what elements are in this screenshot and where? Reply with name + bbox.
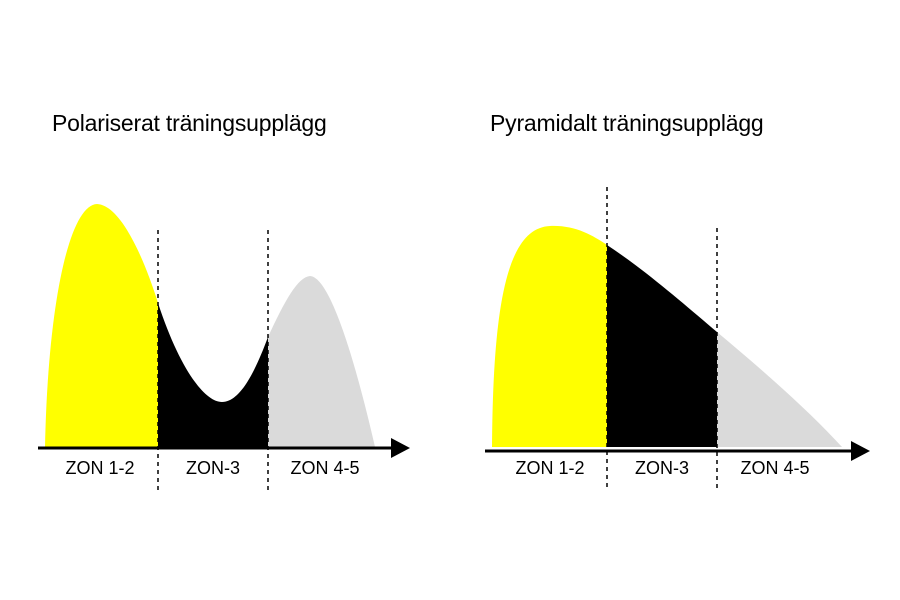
pyramidal-zone-3-label: ZON-3 bbox=[635, 458, 689, 478]
pyramidal-panel: ZON 1-2 ZON-3 ZON 4-5 bbox=[485, 187, 870, 490]
polarized-panel-title: Polariserat träningsupplägg bbox=[52, 110, 327, 136]
polarized-zone-3-label: ZON-3 bbox=[186, 458, 240, 478]
pyramidal-zone-3-area bbox=[607, 245, 717, 447]
polarized-zone-4-5-label: ZON 4-5 bbox=[290, 458, 359, 478]
pyramidal-zone-4-5-area bbox=[717, 332, 842, 447]
polarized-zone-3-area bbox=[158, 303, 268, 447]
pyramidal-zone-1-2-label: ZON 1-2 bbox=[515, 458, 584, 478]
pyramidal-panel-title: Pyramidalt träningsupplägg bbox=[490, 110, 764, 136]
pyramidal-zone-1-2-area bbox=[492, 225, 607, 447]
polarized-zone-1-2-area bbox=[45, 204, 158, 447]
polarized-zone-4-5-area bbox=[268, 276, 375, 447]
pyramidal-zone-4-5-label: ZON 4-5 bbox=[740, 458, 809, 478]
polarized-panel: ZON 1-2 ZON-3 ZON 4-5 bbox=[38, 204, 410, 490]
pyramidal-axis-arrowhead bbox=[851, 441, 870, 461]
polarized-zone-1-2-label: ZON 1-2 bbox=[65, 458, 134, 478]
polarized-axis-arrowhead bbox=[391, 438, 410, 458]
